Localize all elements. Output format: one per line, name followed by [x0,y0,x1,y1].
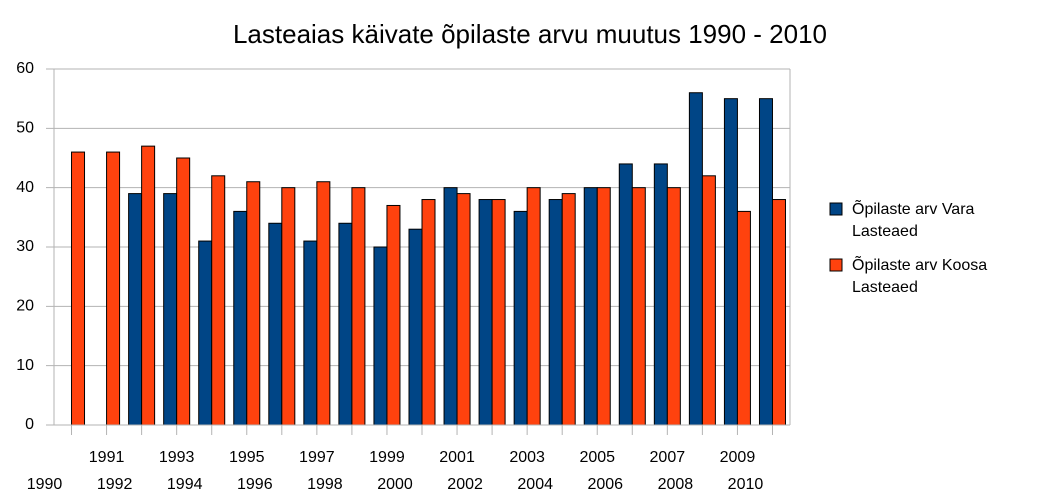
bar [491,199,506,426]
x-tick-label: 1992 [97,476,133,493]
x-tick-label: 1990 [27,476,63,493]
bar [128,193,143,426]
bar [268,222,283,426]
x-tick-label: 2000 [377,476,413,493]
y-tick-label: 50 [16,120,34,137]
x-tick-label: 2003 [509,449,545,466]
bar [701,175,716,426]
bar [316,181,331,426]
bar [513,210,528,426]
x-tick-label: 2005 [579,449,615,466]
y-tick-label: 20 [16,298,34,315]
legend-label: Õpilaste arv Vara Lasteaed [852,198,975,240]
y-tick-label: 10 [16,357,34,374]
bar [198,240,213,426]
x-tick-label: 1995 [229,449,265,466]
x-tick-label: 2007 [650,449,686,466]
bar [163,193,178,426]
y-tick-label: 0 [25,416,34,433]
x-tick-label: 2010 [728,476,764,493]
bar [211,175,226,426]
bar [233,210,248,426]
legend-label: Õpilaste arv Koosa Lasteaed [852,254,987,296]
y-tick-label: 40 [16,179,34,196]
bar [71,151,86,426]
bar [408,228,423,426]
x-tick-label: 1999 [369,449,405,466]
x-tick-label: 1994 [167,476,203,493]
bar [596,187,611,426]
bar [666,187,681,426]
x-tick-label: 2006 [587,476,623,493]
x-tick-label: 2004 [517,476,553,493]
y-tick-label: 60 [16,60,34,77]
bar [141,145,156,426]
x-tick-label: 1991 [89,449,125,466]
y-tick-label: 30 [16,238,34,255]
x-tick-label: 2001 [439,449,475,466]
x-tick-label: 1998 [307,476,343,493]
bar [618,163,633,426]
bar [688,92,703,426]
bar [653,163,668,426]
bar [478,199,493,426]
bar [583,187,598,426]
bar [456,193,471,426]
bar [106,151,121,426]
bar [338,222,353,426]
x-tick-label: 1993 [159,449,195,466]
bar [561,193,576,426]
bar [631,187,646,426]
bar [176,157,191,426]
x-tick-label: 2009 [720,449,756,466]
bar [386,204,401,426]
legend-swatch [829,202,843,216]
x-tick-label: 2008 [658,476,694,493]
x-tick-label: 2002 [447,476,483,493]
bar [548,199,563,426]
bar [373,246,388,426]
bar [526,187,541,426]
x-tick-label: 1997 [299,449,335,466]
bar [303,240,318,426]
bar [443,187,458,426]
bar [771,199,786,426]
bar [736,210,751,426]
chart-title: Lasteaias käivate õpilaste arvu muutus 1… [233,19,827,49]
bar [758,98,773,426]
bar [246,181,261,426]
bar [723,98,738,426]
bar [421,199,436,426]
x-tick-label: 1996 [237,476,273,493]
bar [351,187,366,426]
legend-swatch [829,258,843,272]
bar [281,187,296,426]
